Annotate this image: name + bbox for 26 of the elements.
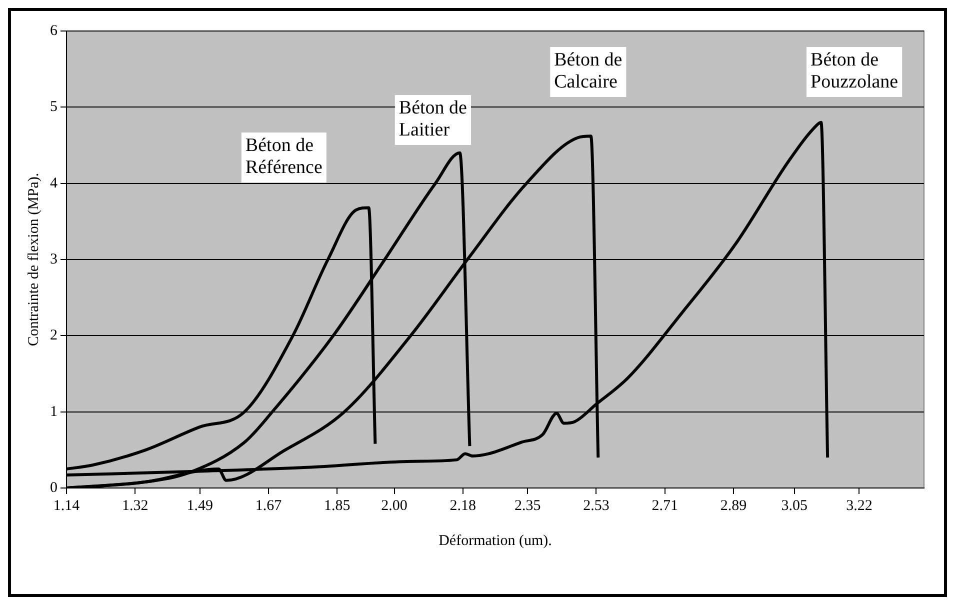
x-tick-label: 2.53 <box>583 498 610 514</box>
y-tick-label: 4 <box>50 175 58 192</box>
x-tick-label: 1.85 <box>324 498 350 514</box>
x-tick-label: 3.05 <box>781 498 808 514</box>
annotation: Béton de Référence <box>245 134 322 178</box>
y-tick-label: 1 <box>50 404 58 420</box>
x-tick-label: 1.14 <box>53 498 80 514</box>
annotation: Béton de Calcaire <box>554 49 622 92</box>
y-tick-label: 6 <box>50 22 58 39</box>
x-tick-label: 1.49 <box>186 498 214 514</box>
x-tick-label: 1.67 <box>255 498 282 514</box>
x-tick-label: 2.18 <box>450 498 476 514</box>
x-axis-title: Déformation (um). <box>438 532 552 549</box>
x-tick-label: 1.32 <box>122 498 148 514</box>
y-tick-label: 3 <box>50 251 58 268</box>
y-axis-title: Contrainte de flexion (MPa). <box>26 172 42 346</box>
x-tick-label: 3.22 <box>846 498 872 514</box>
y-tick-label: 2 <box>50 328 58 344</box>
y-tick-label: 5 <box>50 99 58 116</box>
x-tick-label: 2.71 <box>652 498 678 514</box>
x-tick-label: 2.35 <box>514 498 541 514</box>
x-tick-label: 2.89 <box>720 498 747 514</box>
y-tick-label: 0 <box>50 480 58 496</box>
annotation: Béton de Laitier <box>398 97 467 140</box>
x-tick-label: 2.00 <box>381 498 408 514</box>
annotation: Béton de Pouzzolane <box>810 49 898 92</box>
